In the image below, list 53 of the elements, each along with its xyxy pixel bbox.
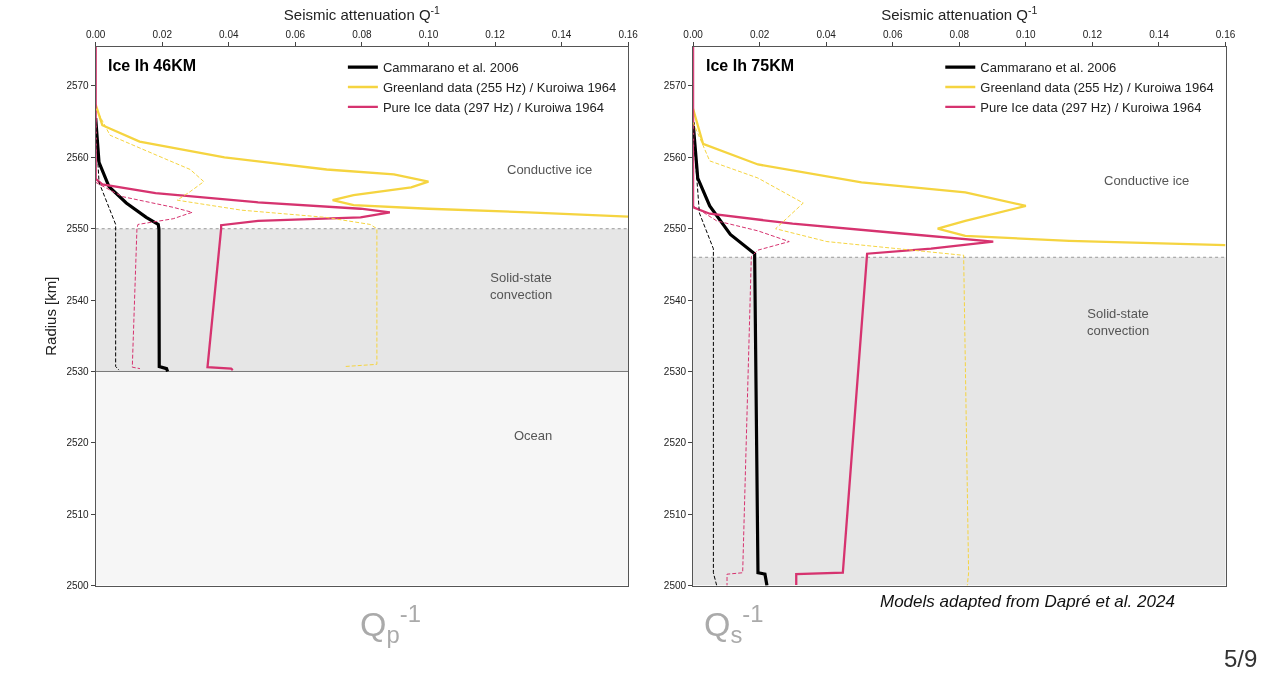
x-tick-label: 0.06 bbox=[285, 28, 306, 40]
annotation: Conductive ice bbox=[507, 162, 593, 177]
x-tick-label: 0.16 bbox=[618, 28, 639, 40]
x-tick-label: 0.14 bbox=[1149, 28, 1170, 40]
y-axis-title: Radius [km] bbox=[41, 276, 59, 356]
y-tick-label: 2500 bbox=[663, 580, 687, 592]
legend-label: Greenland data (255 Hz) / Kuroiwa 1964 bbox=[382, 80, 617, 96]
x-tick-label: 0.10 bbox=[418, 28, 439, 40]
y-tick-label: 2570 bbox=[66, 80, 90, 92]
x-tick-label: 0.02 bbox=[152, 28, 173, 40]
x-tick-label: 0.12 bbox=[485, 28, 506, 40]
y-tick-label: 2520 bbox=[66, 437, 90, 449]
legend-label: Cammarano et al. 2006 bbox=[980, 60, 1117, 76]
y-tick-label: 2510 bbox=[66, 508, 90, 520]
y-tick-label: 2530 bbox=[663, 365, 687, 377]
y-tick-label: 2540 bbox=[66, 294, 90, 306]
x-tick-label: 0.00 bbox=[683, 28, 704, 40]
legend-label: Pure Ice data (297 Hz) / Kuroiwa 1964 bbox=[980, 99, 1202, 115]
y-tick-label: 2550 bbox=[663, 223, 687, 235]
x-tick-label: 0.08 bbox=[949, 28, 970, 40]
band-label: Ocean bbox=[514, 428, 553, 443]
x-axis-title: Seismic attenuation Q$^{-1}$ bbox=[283, 3, 441, 23]
y-tick-label: 2540 bbox=[663, 294, 687, 306]
x-tick-label: 0.04 bbox=[219, 28, 239, 40]
x-tick-label: 0.10 bbox=[1016, 28, 1037, 40]
x-tick-label: 0.14 bbox=[551, 28, 572, 40]
text: 5/9 bbox=[1224, 645, 1258, 672]
y-tick-label: 2530 bbox=[66, 365, 90, 377]
y-tick-label: 2500 bbox=[66, 580, 90, 592]
y-tick-label: 2520 bbox=[663, 437, 687, 449]
y-tick-label: 2560 bbox=[66, 151, 90, 163]
x-tick-label: 0.06 bbox=[883, 28, 903, 40]
line-series bbox=[693, 120, 769, 586]
x-axis-title: Seismic attenuation Q$^{-1}$ bbox=[881, 3, 1038, 23]
x-tick-label: 0.02 bbox=[749, 28, 770, 40]
x-tick-label: 0.04 bbox=[816, 28, 837, 40]
x-tick-label: 0.12 bbox=[1082, 28, 1103, 40]
legend-label: Pure Ice data (297 Hz) / Kuroiwa 1964 bbox=[382, 99, 605, 115]
x-tick-label: 0.16 bbox=[1215, 28, 1236, 40]
legend-label: Cammarano et al. 2006 bbox=[382, 60, 519, 76]
text: Models adapted from Dapré et al. 2024 bbox=[880, 592, 1175, 611]
annotation: Conductive ice bbox=[1104, 173, 1190, 188]
x-tick-label: 0.08 bbox=[352, 28, 373, 40]
y-tick-label: 2560 bbox=[663, 151, 687, 163]
text: Ice Ih 75KM bbox=[706, 57, 795, 74]
y-tick-label: 2570 bbox=[663, 80, 687, 92]
legend-label: Greenland data (255 Hz) / Kuroiwa 1964 bbox=[980, 80, 1214, 96]
text: Ice Ih 46KM bbox=[108, 57, 197, 74]
y-tick-label: 2510 bbox=[663, 508, 687, 520]
x-tick-label: 0.00 bbox=[85, 28, 106, 40]
y-tick-label: 2550 bbox=[66, 223, 90, 235]
band-label: Solid-state convection bbox=[490, 270, 553, 302]
band-label: Solid-state convection bbox=[1087, 306, 1150, 338]
